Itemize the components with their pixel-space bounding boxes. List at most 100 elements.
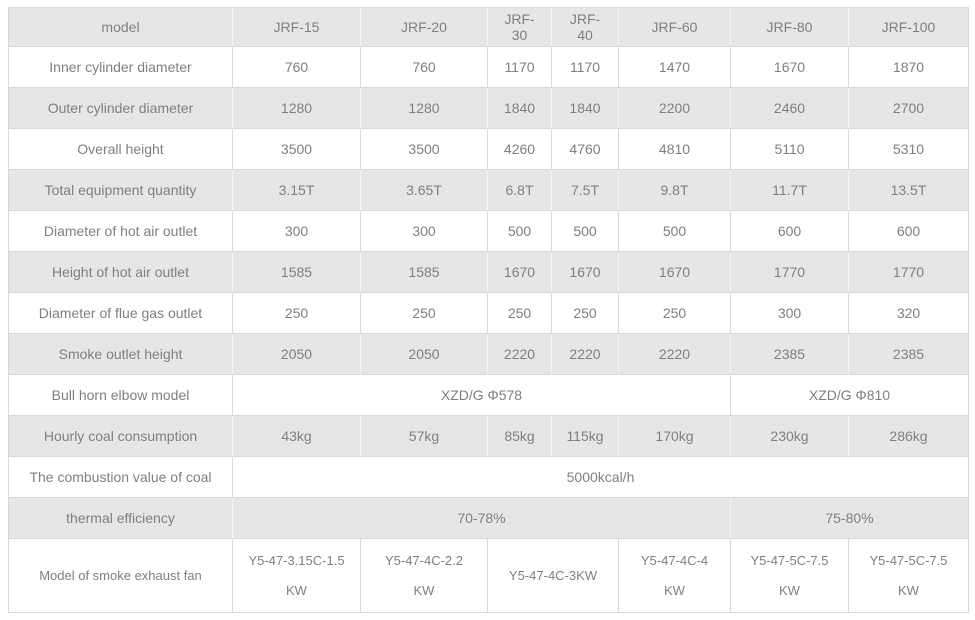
table-row: Total equipment quantity 3.15T 3.65T 6.8T 7.… (9, 170, 968, 211)
value-cell: 760 (233, 47, 361, 88)
value-cell: Y5-47-5C-7.5 KW (849, 539, 968, 612)
value-cell: 1840 (552, 88, 619, 129)
column-header-cell: JRF-100 (849, 8, 968, 47)
value-cell: 2460 (731, 88, 849, 129)
value-cell: 250 (619, 293, 731, 334)
value-cell: 6.8T (488, 170, 552, 211)
value-cell: 1670 (619, 252, 731, 293)
table-row: Diameter of flue gas outlet 250 250 250 250 2… (9, 293, 968, 334)
row-label-cell: Diameter of flue gas outlet (9, 293, 233, 334)
value-cell: 1870 (849, 47, 968, 88)
value-cell: 2700 (849, 88, 968, 129)
value-cell: 3500 (361, 129, 488, 170)
value-cell: 250 (552, 293, 619, 334)
value-cell: 4810 (619, 129, 731, 170)
value-cell: Y5-47-5C-7.5 KW (731, 539, 849, 612)
value-cell: 5000kcal/h (233, 457, 968, 498)
value-cell: 286kg (849, 416, 968, 457)
value-cell: 3500 (233, 129, 361, 170)
row-label-cell: Diameter of hot air outlet (9, 211, 233, 252)
table-row: Diameter of hot air outlet 300 300 500 500 50… (9, 211, 968, 252)
column-header-cell: JRF-60 (619, 8, 731, 47)
row-label-cell: Smoke outlet height (9, 334, 233, 375)
value-cell: 2385 (849, 334, 968, 375)
column-header-cell: JRF-30 (488, 8, 552, 47)
value-cell: 2385 (731, 334, 849, 375)
value-cell: Y5-47-4C-3KW (488, 539, 619, 612)
value-cell: XZD/G Φ810 (731, 375, 968, 416)
value-cell: 4760 (552, 129, 619, 170)
row-label-cell: The combustion value of coal (9, 457, 233, 498)
table-row: The combustion value of coal 5000kcal/h (9, 457, 968, 498)
value-cell: 5110 (731, 129, 849, 170)
value-cell: 57kg (361, 416, 488, 457)
value-cell: 2220 (619, 334, 731, 375)
value-cell: 1470 (619, 47, 731, 88)
value-cell: 300 (233, 211, 361, 252)
column-header-cell: JRF-80 (731, 8, 849, 47)
value-cell: 1670 (731, 47, 849, 88)
header-row: model JRF-15 JRF-20 JRF-30 JRF-40 JRF-60 JRF-8… (9, 8, 968, 47)
column-header-cell: JRF-15 (233, 8, 361, 47)
value-cell: 1670 (552, 252, 619, 293)
table-row: Inner cylinder diameter 760 760 1170 1170 147… (9, 47, 968, 88)
row-label-cell: Bull horn elbow model (9, 375, 233, 416)
value-cell: 300 (361, 211, 488, 252)
value-cell: 1170 (488, 47, 552, 88)
value-cell: 85kg (488, 416, 552, 457)
value-cell: 2220 (488, 334, 552, 375)
value-cell: 600 (849, 211, 968, 252)
value-cell: 2050 (361, 334, 488, 375)
value-cell: 13.5T (849, 170, 968, 211)
value-cell: 1770 (731, 252, 849, 293)
value-cell: 9.8T (619, 170, 731, 211)
table-row: Outer cylinder diameter 1280 1280 1840 1840 2… (9, 88, 968, 129)
spec-table-body: model JRF-15 JRF-20 JRF-30 JRF-40 JRF-60 JRF-8… (9, 8, 968, 612)
row-label-cell: Inner cylinder diameter (9, 47, 233, 88)
value-cell: 1280 (361, 88, 488, 129)
row-label-cell: Height of hot air outlet (9, 252, 233, 293)
value-cell: 320 (849, 293, 968, 334)
value-cell: 43kg (233, 416, 361, 457)
value-cell: 2200 (619, 88, 731, 129)
value-cell: 115kg (552, 416, 619, 457)
value-cell: 250 (233, 293, 361, 334)
value-cell: 1585 (233, 252, 361, 293)
row-label-cell: Outer cylinder diameter (9, 88, 233, 129)
row-label-cell: Overall height (9, 129, 233, 170)
value-cell: Y5-47-3.15C-1.5 KW (233, 539, 361, 612)
value-cell: 300 (731, 293, 849, 334)
value-cell: 4260 (488, 129, 552, 170)
value-cell: 760 (361, 47, 488, 88)
value-cell: XZD/G Φ578 (233, 375, 731, 416)
value-cell: 170kg (619, 416, 731, 457)
value-cell: 5310 (849, 129, 968, 170)
value-cell: 500 (552, 211, 619, 252)
table-row: Height of hot air outlet 1585 1585 1670 1670… (9, 252, 968, 293)
value-cell: 1770 (849, 252, 968, 293)
value-cell: 3.15T (233, 170, 361, 211)
column-header-cell: JRF-20 (361, 8, 488, 47)
table-row: Hourly coal consumption 43kg 57kg 85kg 115kg… (9, 416, 968, 457)
column-header-cell: model (9, 8, 233, 47)
value-cell: 2220 (552, 334, 619, 375)
value-cell: 600 (731, 211, 849, 252)
value-cell: 500 (488, 211, 552, 252)
value-cell: 1670 (488, 252, 552, 293)
value-cell: Y5-47-4C-2.2 KW (361, 539, 488, 612)
value-cell: 1840 (488, 88, 552, 129)
value-cell: Y5-47-4C-4 KW (619, 539, 731, 612)
value-cell: 2050 (233, 334, 361, 375)
table-row: thermal efficiency 70-78% 75-80% (9, 498, 968, 539)
value-cell: 75-80% (731, 498, 968, 539)
value-cell: 230kg (731, 416, 849, 457)
value-cell: 1170 (552, 47, 619, 88)
table-row: Model of smoke exhaust fan Y5-47-3.15C-1.… (9, 539, 968, 612)
column-header-cell: JRF-40 (552, 8, 619, 47)
row-label-cell: Model of smoke exhaust fan (9, 539, 233, 612)
value-cell: 70-78% (233, 498, 731, 539)
value-cell: 1280 (233, 88, 361, 129)
value-cell: 7.5T (552, 170, 619, 211)
value-cell: 250 (361, 293, 488, 334)
